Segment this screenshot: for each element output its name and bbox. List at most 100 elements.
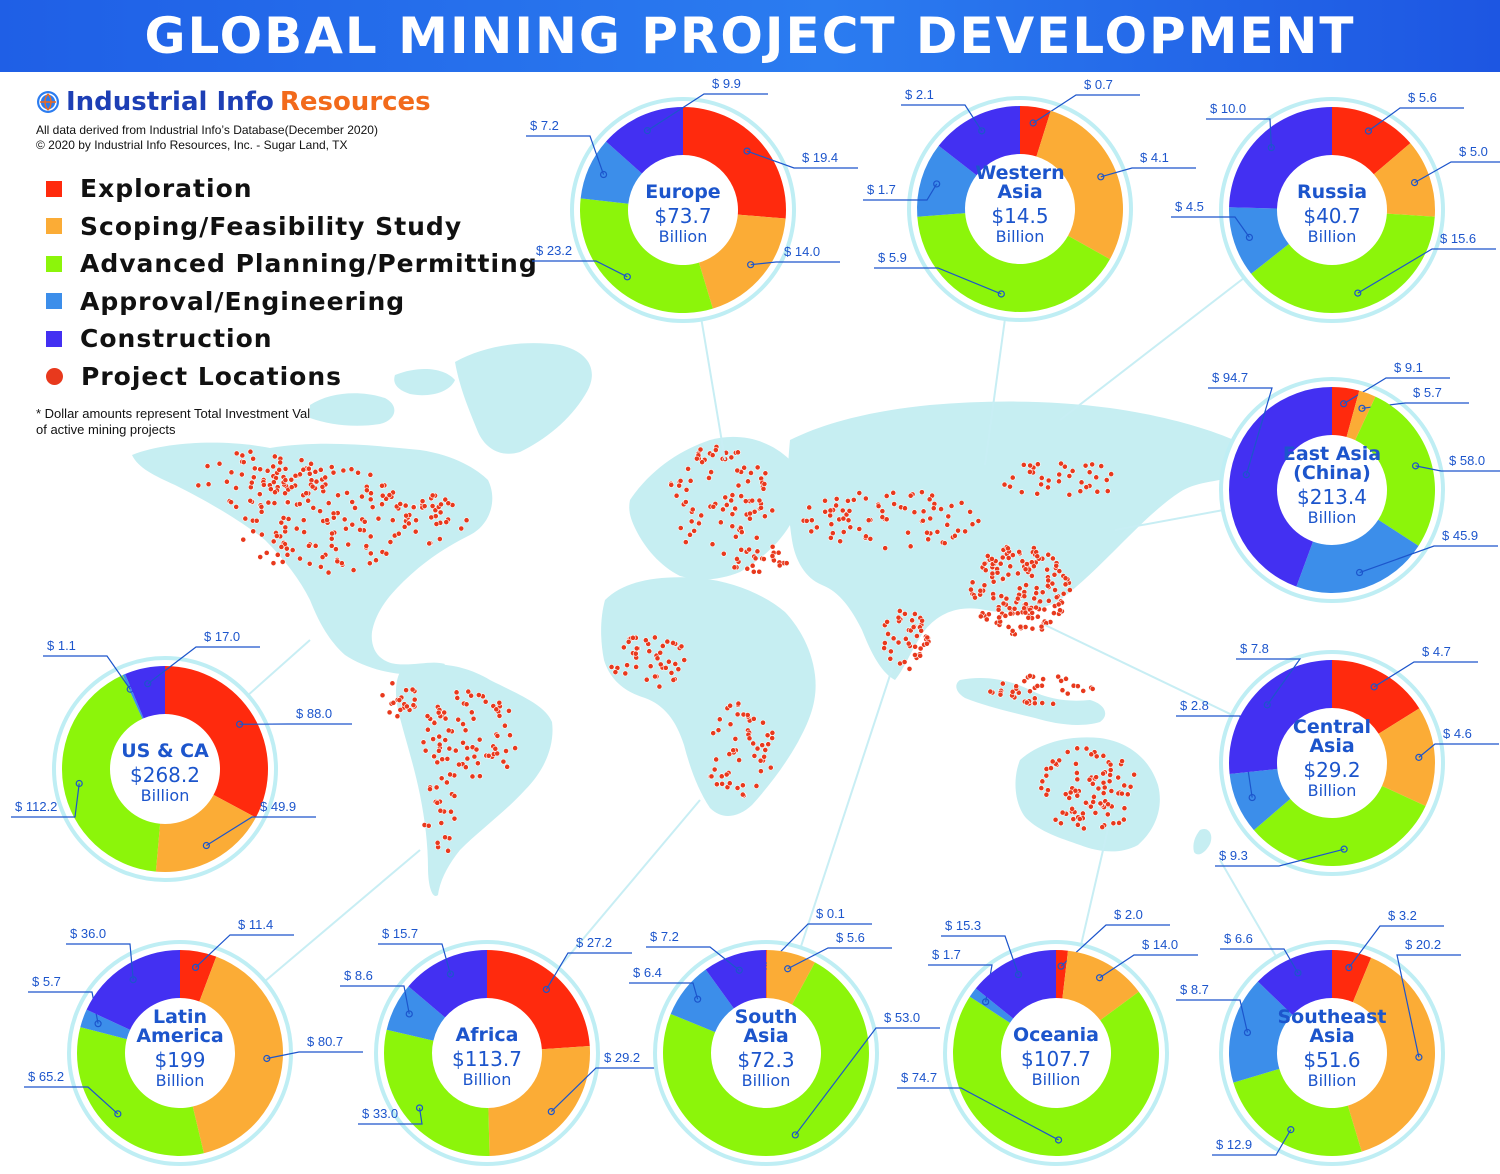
location-dot (827, 507, 834, 514)
location-dot (934, 529, 941, 535)
donut-slice (86, 950, 180, 1030)
copyright-line: © 2020 by Industrial Info Resources, Inc… (36, 138, 348, 152)
location-dot (1098, 463, 1105, 469)
leader-dot (1248, 793, 1256, 802)
location-dot (1007, 483, 1013, 490)
location-dot (410, 702, 417, 709)
location-dot (239, 452, 246, 459)
value-label: $ 45.9 (1442, 528, 1478, 543)
value-leader-line (787, 947, 892, 970)
region-name: Western (975, 162, 1064, 184)
leader-dot (643, 127, 651, 135)
location-dot (905, 640, 912, 647)
location-dot (280, 515, 287, 521)
location-dot (248, 479, 255, 486)
leader-dot (1354, 289, 1362, 297)
location-dot (413, 517, 419, 524)
location-dot (412, 528, 419, 535)
location-dot (1027, 672, 1033, 679)
donut-slice (1347, 957, 1435, 1152)
location-dot (333, 546, 339, 553)
legend-swatch (46, 255, 62, 272)
location-dot (753, 783, 760, 789)
value-label: $ 14.0 (1142, 937, 1178, 952)
location-dot (477, 773, 483, 780)
donut-slice (192, 956, 284, 1154)
location-dot (1059, 687, 1066, 694)
leader-dot (263, 1054, 271, 1063)
location-dot (1033, 604, 1039, 611)
value-leader-line (11, 783, 80, 818)
location-dot (652, 673, 658, 680)
location-dot (1014, 595, 1021, 602)
legend-label: Construction (80, 324, 273, 354)
location-dot (1104, 488, 1111, 494)
value-label: $ 74.7 (901, 1070, 937, 1085)
location-dot (750, 568, 757, 575)
location-dot (205, 481, 212, 488)
legend-swatch (46, 180, 62, 197)
value-leader-line (647, 93, 768, 132)
location-dot (909, 617, 916, 624)
location-dot (429, 492, 436, 499)
location-dot (675, 666, 682, 673)
location-dot (727, 702, 734, 709)
location-dot (924, 640, 930, 647)
location-dot (885, 631, 891, 637)
location-dot (699, 459, 706, 466)
location-dot (764, 732, 771, 739)
location-dot (464, 755, 471, 762)
donut-slice (1036, 110, 1123, 260)
donut-slice (383, 1029, 490, 1156)
leader-dot (599, 170, 608, 179)
location-dot (890, 635, 897, 642)
donut-slice (165, 666, 268, 818)
region-unit: Billion (659, 227, 708, 246)
location-dot (279, 558, 286, 565)
location-dot (442, 737, 449, 743)
location-dot (672, 661, 679, 667)
location-dot (419, 498, 426, 505)
value-leader-line (340, 985, 410, 1015)
location-dot (1105, 801, 1111, 808)
location-dot (335, 492, 341, 499)
donut-slice (155, 794, 256, 872)
location-dot (1066, 795, 1073, 801)
location-dot (712, 447, 719, 453)
location-dot (395, 530, 402, 537)
leader-dot (1243, 1028, 1252, 1037)
location-dot (783, 560, 790, 567)
region-donut: $ 11.4 $ 80.7 $ 65.2 $ 5.7 $ 36.0 LatinAmeric… (24, 917, 363, 1166)
location-dot (1090, 799, 1097, 805)
location-dot (1116, 820, 1122, 826)
value-label: $ 2.8 (1180, 698, 1209, 713)
location-dot (1049, 758, 1056, 765)
location-dot (995, 606, 1002, 613)
location-dot (734, 711, 741, 718)
value-label: $ 8.6 (344, 968, 373, 983)
location-dot (224, 478, 230, 485)
value-label: $ 65.2 (28, 1069, 64, 1084)
location-dot (670, 640, 676, 646)
location-dot (1040, 676, 1047, 682)
location-dot (469, 773, 476, 780)
location-dot (1062, 791, 1069, 798)
donut-slice (76, 1027, 204, 1156)
location-dot (438, 501, 444, 508)
value-leader-line (1359, 545, 1498, 574)
location-dot (752, 555, 759, 562)
location-dot (1067, 789, 1074, 796)
location-dot (438, 775, 445, 782)
leader-dot (1263, 701, 1271, 709)
leader-dot (1096, 974, 1104, 982)
location-dot (247, 497, 254, 504)
location-dot (233, 504, 240, 510)
donut-slice (698, 214, 786, 309)
value-label: $ 2.1 (905, 87, 934, 102)
value-leader-line (941, 935, 1020, 975)
location-dot (1101, 784, 1108, 791)
location-dot (822, 497, 828, 504)
donut-slice (1373, 143, 1436, 217)
location-dot (305, 465, 312, 472)
value-label: $ 7.2 (650, 929, 679, 944)
